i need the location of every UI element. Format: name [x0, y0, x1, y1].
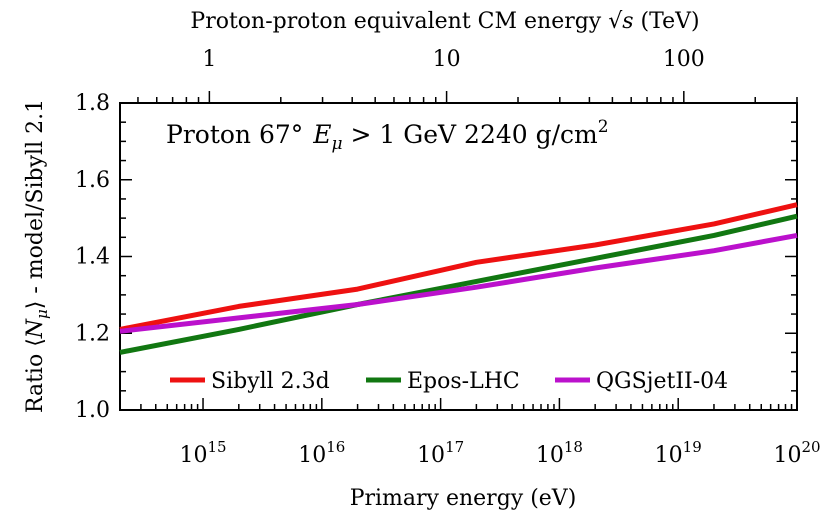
series-line-qgsjetii-04 — [119, 232, 798, 334]
y-tick-label: 1.2 — [75, 321, 110, 346]
x-tick-label: 1015 — [179, 438, 226, 468]
x-tick-label: 1018 — [536, 438, 583, 468]
x-tick-label: 1017 — [417, 438, 464, 468]
top-axis-label: Proton-proton equivalent CM energy √s (T… — [190, 9, 699, 34]
x-axis-label: Primary energy (eV) — [350, 486, 577, 511]
x-tick-label: 1019 — [655, 438, 702, 468]
plot-frame — [119, 102, 798, 411]
legend-label-qgsjet: QGSjetII-04 — [596, 369, 728, 394]
y-tick-label: 1.4 — [75, 245, 110, 270]
x-tick-label: 1020 — [773, 438, 820, 468]
legend-label-epos: Epos-LHC — [407, 369, 520, 394]
series-line-sibyll-2-3d — [119, 202, 798, 332]
legend: Sibyll 2.3d Epos-LHC QGSjetII-04 — [170, 369, 728, 394]
x-tick-label: 1016 — [298, 438, 345, 468]
top-tick-label: 100 — [663, 47, 705, 72]
legend-label-sibyll: Sibyll 2.3d — [211, 369, 330, 394]
tick-marks — [119, 91, 798, 411]
y-axis-label: Ratio ⟨Nμ⟩ - model/Sibyll 2.1 — [23, 99, 51, 413]
y-tick-label: 1.0 — [75, 398, 110, 423]
top-tick-label: 1 — [202, 47, 216, 72]
y-tick-label: 1.6 — [75, 168, 110, 193]
series-line-epos-lhc — [119, 213, 798, 355]
y-tick-label: 1.8 — [75, 91, 110, 116]
top-tick-label: 10 — [433, 47, 461, 72]
tick-labels: 1.0 1.2 1.4 1.6 1.8 1015 1016 1017 1018 1019 1020 1… — [75, 47, 821, 468]
plot-annotation: Proton 67° Eμ > 1 GeV 2240 g/cm2 — [166, 117, 609, 154]
series-lines — [119, 202, 798, 355]
